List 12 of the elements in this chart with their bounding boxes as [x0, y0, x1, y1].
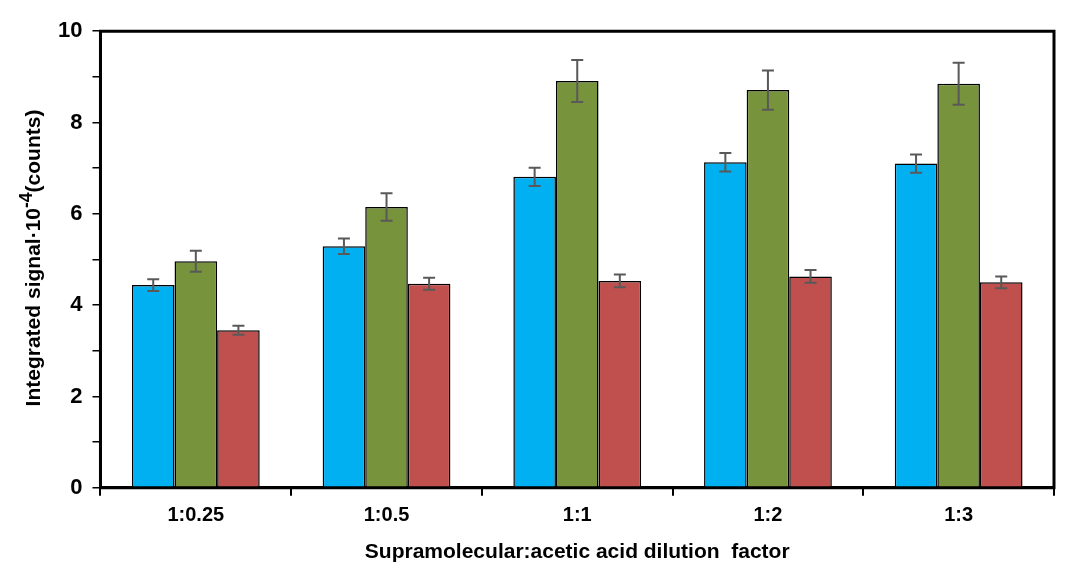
- x-tick-label: 1:0.5: [363, 503, 410, 526]
- x-tick-label: 1:2: [753, 503, 783, 526]
- x-tick-label: 1:3: [944, 503, 974, 526]
- x-tick-label: 1:0.25: [167, 503, 225, 526]
- y-tick-label: 4: [70, 291, 84, 317]
- x-axis-title: Supramolecular:acetic acid dilution factor: [364, 539, 790, 563]
- y-tick-label: 0: [70, 473, 83, 499]
- x-tick-label: 1:1: [562, 503, 592, 526]
- y-tick-label: 6: [70, 199, 83, 225]
- y-tick-label: 8: [70, 108, 83, 134]
- y-tick-label: 10: [57, 17, 83, 43]
- y-tick-label: 2: [70, 382, 83, 408]
